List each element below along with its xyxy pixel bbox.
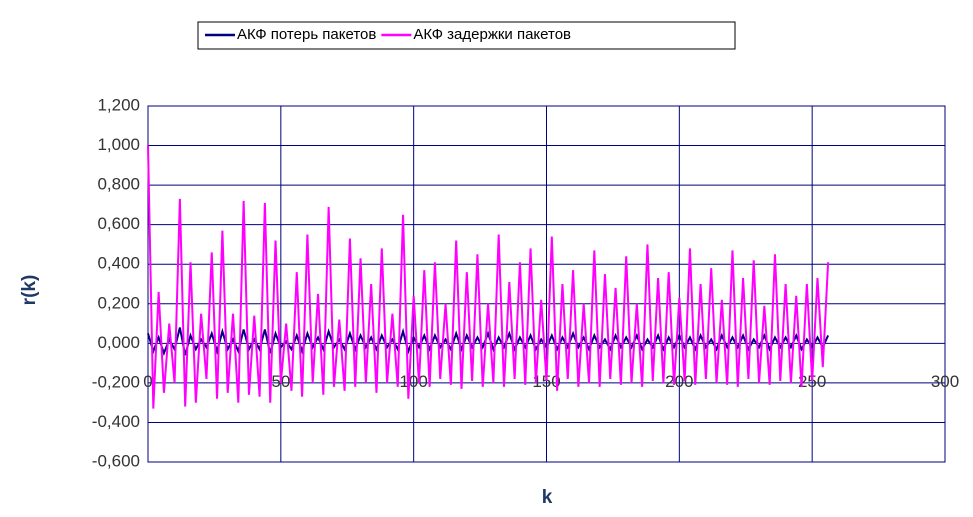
series-line [147, 145, 830, 409]
y-tick-label: -0,600 [92, 451, 140, 470]
x-tick-label: 300 [931, 372, 959, 391]
y-tick-label: 1,200 [97, 95, 140, 114]
y-tick-label: 0,400 [97, 254, 140, 273]
y-axis-title: r(k) [19, 275, 40, 306]
y-tick-label: 0,000 [97, 333, 140, 352]
y-tick-label: -0,200 [92, 372, 140, 391]
x-tick-label: 150 [532, 372, 560, 391]
x-tick-label: 0 [143, 372, 152, 391]
legend-label: АКФ задержки пакетов [413, 26, 571, 43]
x-axis-title: k [542, 487, 553, 508]
y-tick-label: 0,800 [97, 175, 140, 194]
legend-box [197, 21, 736, 50]
legend-label: АКФ потерь пакетов [237, 26, 376, 43]
y-tick-label: 1,000 [97, 135, 140, 154]
x-tick-label: 250 [798, 372, 826, 391]
x-tick-label: 100 [399, 372, 427, 391]
x-tick-label: 200 [665, 372, 693, 391]
y-tick-label: -0,400 [92, 412, 140, 431]
y-tick-label: 0,200 [97, 293, 140, 312]
y-tick-label: 0,600 [97, 214, 140, 233]
